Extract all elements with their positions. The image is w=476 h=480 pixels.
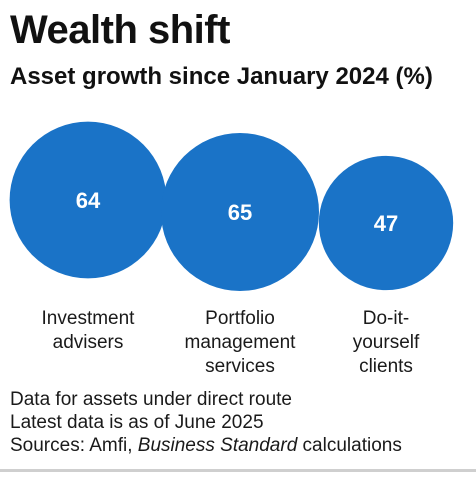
value-label-1: 64 [76, 188, 101, 213]
bubble-2 [161, 133, 319, 291]
chart-notes: Data for assets under direct route Lates… [10, 388, 402, 457]
value-label-3: 47 [374, 211, 398, 236]
chart-title: Wealth shift [10, 8, 230, 52]
bubble-1 [9, 121, 167, 279]
bubble-chart: 64 Investment advisers 65 Portfolio managemen… [9, 121, 454, 377]
sources-prefix: Sources: Amfi, [10, 435, 138, 456]
chart-subtitle: Asset growth since January 2024 (%) [10, 63, 433, 90]
sources-suffix: calculations [297, 435, 402, 456]
category-label-2: Portfolio management services [185, 308, 297, 377]
bubble-3 [318, 155, 454, 291]
value-label-2: 65 [228, 200, 252, 225]
note-latest-data: Latest data is as of June 2025 [10, 412, 264, 433]
category-label-1: Investment advisers [42, 308, 136, 353]
sources-line: Sources: Amfi, Business Standard calcula… [10, 434, 402, 457]
category-label-3: Do-it-yourself clients [353, 308, 420, 377]
note-direct-route: Data for assets under direct route [10, 389, 292, 410]
bottom-rule [0, 469, 476, 472]
sources-publication: Business Standard [137, 435, 298, 456]
